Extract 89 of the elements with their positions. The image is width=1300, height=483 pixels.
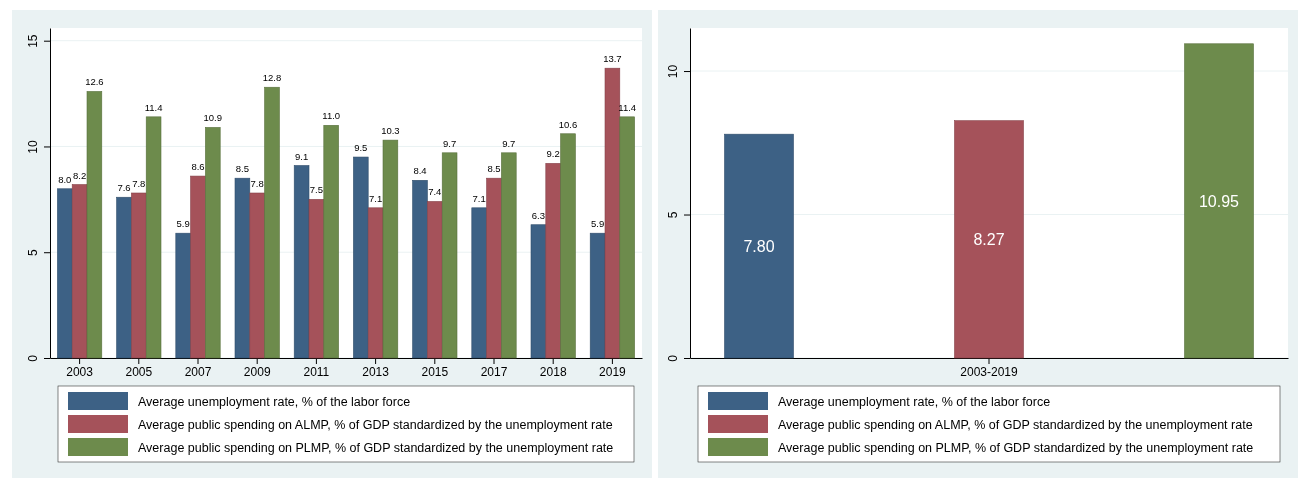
data-label: 8.2 [72,169,87,181]
bar [234,177,251,359]
data-label: 6.3 [531,209,546,221]
bar [249,192,265,359]
bar [308,199,325,359]
bar [264,86,280,359]
bar [175,232,191,359]
x-tick-label: 2009 [243,364,271,379]
data-label: 9.7 [442,137,457,149]
x-tick-label: 2013 [362,364,390,379]
x-tick-label: 2003 [66,364,94,379]
legend-label: Average public spending on PLMP, % of GDP standardized by the unemployment rate [778,441,1254,455]
data-label: 12.8 [262,72,282,84]
y-tick-label: 5 [25,249,40,257]
bar [382,139,399,359]
data-label: 7.1 [368,192,383,204]
data-label: 5.9 [590,218,605,230]
data-label: 9.5 [354,142,368,154]
data-label: 8.6 [191,161,205,173]
bar [486,177,502,359]
data-label: 8.27 [973,231,1005,249]
bar [293,165,310,359]
legend-label: Average public spending on ALMP, % of GDP standardized by the unemployment rate [778,418,1253,432]
data-label: 7.8 [132,178,146,189]
bar [1184,43,1254,359]
data-label: 10.9 [203,112,223,124]
y-tick-label: 10 [25,139,40,154]
data-label: 10.3 [381,125,400,137]
y-tick-label: 0 [665,354,680,362]
data-label: 11.4 [144,101,163,113]
bar [367,207,384,359]
data-label: 8.0 [58,173,72,185]
bar [724,133,794,359]
bar [323,125,339,359]
data-label: 7.5 [309,184,324,196]
data-label: 7.80 [743,238,775,256]
data-label: 8.5 [487,163,501,175]
y-tick-label: 10 [665,64,680,79]
data-label: 10.95 [1198,192,1240,210]
bar [71,184,88,359]
data-label: 9.7 [502,137,516,149]
bar [589,232,606,359]
bar [545,163,561,359]
data-label: 9.1 [294,150,309,162]
data-label: 7.8 [250,178,264,189]
x-tick-label: 2017 [480,364,508,379]
y-tick-label: 15 [25,34,40,48]
bar [116,196,132,359]
bar [145,116,162,359]
bar [205,127,221,359]
bar [131,192,147,359]
x-tick-label: 2018 [539,364,567,379]
bar [353,156,369,359]
bar [471,207,487,359]
x-tick-label: 2005 [125,364,153,379]
data-label: 9.2 [546,148,560,160]
x-tick-label: 2011 [303,364,330,379]
bar [412,180,428,359]
bar [86,91,103,359]
bar [954,120,1024,359]
bar [501,152,517,359]
data-label: 8.5 [235,163,250,175]
legend-label: Average unemployment rate, % of the labor force [778,395,1051,409]
data-label: 5.9 [176,218,190,230]
bar [530,224,547,359]
bar [619,116,635,359]
data-label: 12.6 [85,76,104,88]
data-label: 13.7 [603,53,622,65]
bar [427,201,443,359]
legend-label: Average unemployment rate, % of the labor force [138,395,411,409]
data-label: 11.0 [322,110,341,122]
legend-label: Average public spending on ALMP, % of GDP standardized by the unemployment rate [138,418,613,432]
data-label: 7.6 [117,182,131,194]
data-label: 7.4 [428,186,442,198]
bar [604,67,621,359]
y-tick-label: 0 [25,354,40,362]
x-tick-label: 2007 [184,364,212,379]
x-tick-label: 2019 [599,364,627,379]
x-tick-label: 2015 [421,364,449,379]
data-label: 8.4 [413,165,427,177]
x-tick-label: 2003-2019 [960,364,1019,379]
data-label: 10.6 [558,118,578,130]
bar [57,188,73,359]
y-tick-label: 5 [665,211,680,219]
bar [190,175,206,359]
bar [560,133,576,359]
data-label: 7.1 [472,192,486,204]
legend-label: Average public spending on PLMP, % of GDP standardized by the unemployment rate [138,441,614,455]
bar [441,152,458,359]
